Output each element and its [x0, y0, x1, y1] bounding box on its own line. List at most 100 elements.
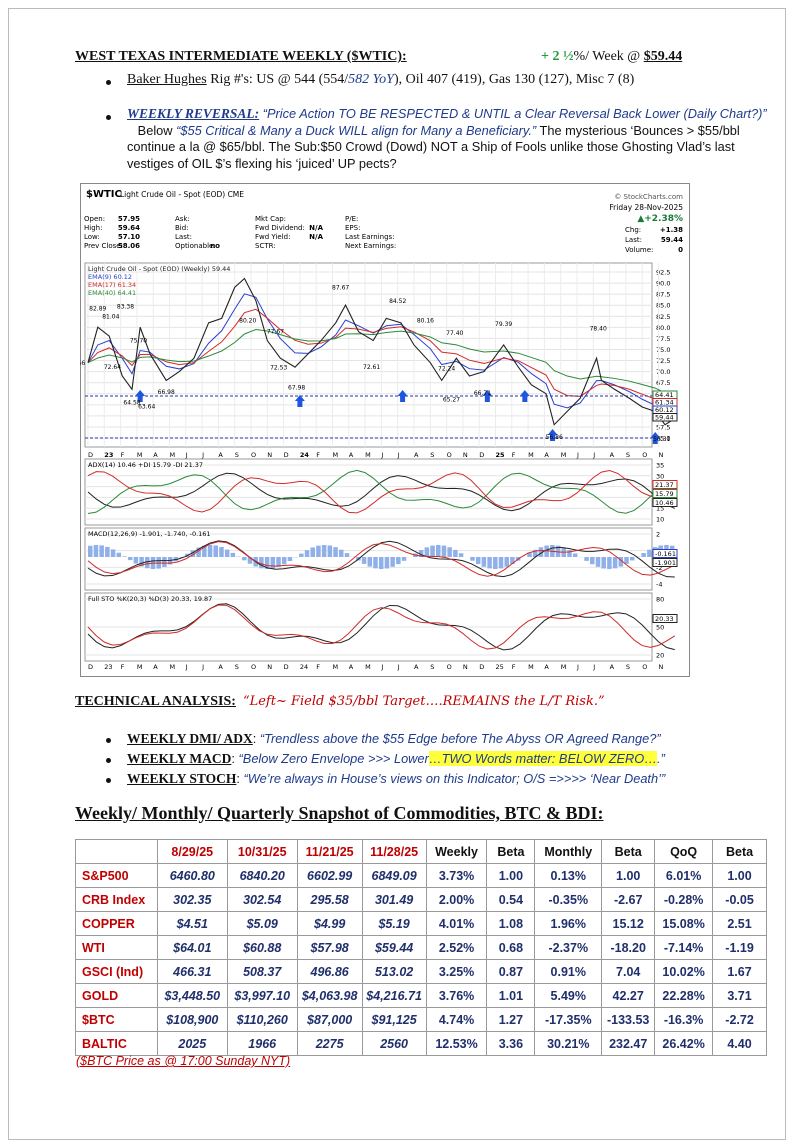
histogram-bar: [555, 545, 561, 557]
price-tick: 75.0: [656, 346, 670, 354]
reversal-rest: The mysterious ‘Bounces > $55/bbl contin…: [127, 122, 740, 171]
footnote: ($BTC Price as @ 17:00 Sunday NYT): [76, 1054, 291, 1068]
cell: 2.52%: [425, 935, 488, 960]
table-title: Weekly/ Monthly/ Quarterly Snapshot of C…: [75, 803, 604, 823]
indicator-tick: -4: [656, 581, 662, 589]
histogram-bar: [145, 557, 150, 569]
cell: -0.05: [712, 887, 767, 912]
cell: 508.37: [226, 959, 298, 984]
quote-value: 58.06: [118, 242, 140, 250]
reversal-paragraph: WEEKLY REVERSAL: “Price Action TO BE RES…: [127, 106, 777, 172]
month-label: J: [397, 451, 400, 459]
bullet: [106, 738, 111, 743]
histogram-bar: [88, 545, 93, 557]
quote-label: Last:: [625, 236, 642, 244]
change: + 2 ½: [541, 49, 574, 64]
arrow: [547, 429, 558, 441]
month-label: S: [626, 663, 630, 671]
price-legend: EMA(17) 61.34: [88, 281, 136, 289]
quote-label: High:: [84, 224, 102, 232]
histogram-bar: [133, 557, 139, 564]
cell: $3,448.50: [156, 983, 228, 1008]
technical-item: WEEKLY DMI/ ADX: “Trendless above the $5…: [127, 731, 661, 747]
price-annotation: 66.98: [158, 389, 175, 396]
histogram-bar: [458, 553, 464, 557]
price-box-label: 60.12: [655, 406, 674, 414]
cell: 4.40: [712, 1031, 767, 1056]
price-annotation: 63.64: [138, 404, 155, 411]
price-box-label: 59.44: [655, 414, 674, 422]
price-annotation: 80.20: [239, 317, 256, 324]
cell: 10.02%: [654, 959, 714, 984]
quote-label: Low:: [84, 233, 100, 241]
cell: 0.91%: [534, 959, 603, 984]
indicator-tick: 30: [656, 472, 664, 480]
arrow: [135, 390, 146, 402]
table-row: $BTC $108,900 $110,260 $87,000 $91,125 4.74% 1…: [75, 1007, 767, 1032]
month-label: M: [528, 663, 534, 671]
month-label: J: [592, 663, 595, 671]
quote-label: Last Earnings:: [345, 233, 395, 241]
technical-item: WEEKLY MACD: “Below Zero Envelope >>> Lo…: [127, 751, 665, 767]
price-annotation: 77.67: [267, 329, 284, 336]
histogram-bar: [333, 547, 338, 557]
month-label: J: [380, 451, 383, 459]
cell: 3.71: [712, 983, 767, 1008]
histogram-bar: [453, 549, 458, 557]
price-tick: 55.0: [656, 435, 670, 443]
indicator-tick: 15: [656, 505, 664, 513]
header-cell: 11/21/25: [296, 839, 363, 864]
histogram-bar: [629, 557, 635, 561]
histogram-bar: [281, 557, 287, 565]
month-label: O: [642, 451, 647, 459]
month-label: O: [251, 451, 256, 459]
indicator-box: [652, 549, 678, 558]
price-box-label: 61.34: [655, 399, 674, 407]
cell: 496.86: [296, 959, 363, 984]
histogram-bar: [441, 545, 447, 557]
cell: 3.76%: [425, 983, 488, 1008]
indicator-legend: MACD(12,26,9) -1.901, -1.740, -0.161: [88, 530, 211, 538]
month-label: J: [397, 663, 400, 671]
cell: 15.08%: [654, 911, 714, 936]
arrow: [482, 390, 493, 402]
histogram-bar: [590, 557, 595, 565]
histogram-bar: [607, 557, 612, 569]
histogram-bar: [481, 557, 487, 567]
month-label: D: [284, 663, 289, 671]
cell: 0.13%: [534, 863, 603, 888]
arrow: [294, 395, 305, 407]
histogram-bar: [287, 557, 293, 562]
histogram-bar: [624, 557, 629, 564]
table-row: BALTIC 2025 1966 2275 2560 12.53% 3.36 30.21% 23…: [75, 1031, 767, 1056]
change-pct: ▲+2.38%: [637, 214, 683, 224]
price-annotation: 66.71: [474, 390, 491, 397]
cell: 1.08: [486, 911, 536, 936]
histogram-bar: [470, 557, 475, 561]
histogram-bar: [247, 557, 253, 564]
histogram-bar: [527, 553, 532, 557]
quote-value: 0: [678, 246, 683, 254]
price-annotation: 87.67: [332, 284, 349, 291]
cell: $64.01: [156, 935, 228, 960]
cell: 6.01%: [654, 863, 714, 888]
histogram-bar: [361, 557, 367, 564]
cell: -17.35%: [534, 1007, 603, 1032]
histogram-bar: [242, 557, 247, 561]
cell: 6602.99: [296, 863, 363, 888]
cell: 22.28%: [654, 983, 714, 1008]
cell: 5.49%: [534, 983, 603, 1008]
month-label: O: [447, 451, 452, 459]
indicator-box: [652, 558, 678, 567]
month-label: N: [463, 663, 468, 671]
bullet: [106, 80, 111, 85]
month-label: 23: [104, 663, 112, 671]
price-annotation: 78.40: [590, 325, 607, 332]
header-cell: 11/28/25: [361, 839, 427, 864]
month-label: O: [642, 663, 647, 671]
indicator-box: [652, 498, 678, 507]
month-label: M: [365, 663, 371, 671]
cell: 301.49: [361, 887, 427, 912]
quote-label: Prev Close:: [84, 242, 123, 250]
histogram-bar: [612, 557, 618, 569]
